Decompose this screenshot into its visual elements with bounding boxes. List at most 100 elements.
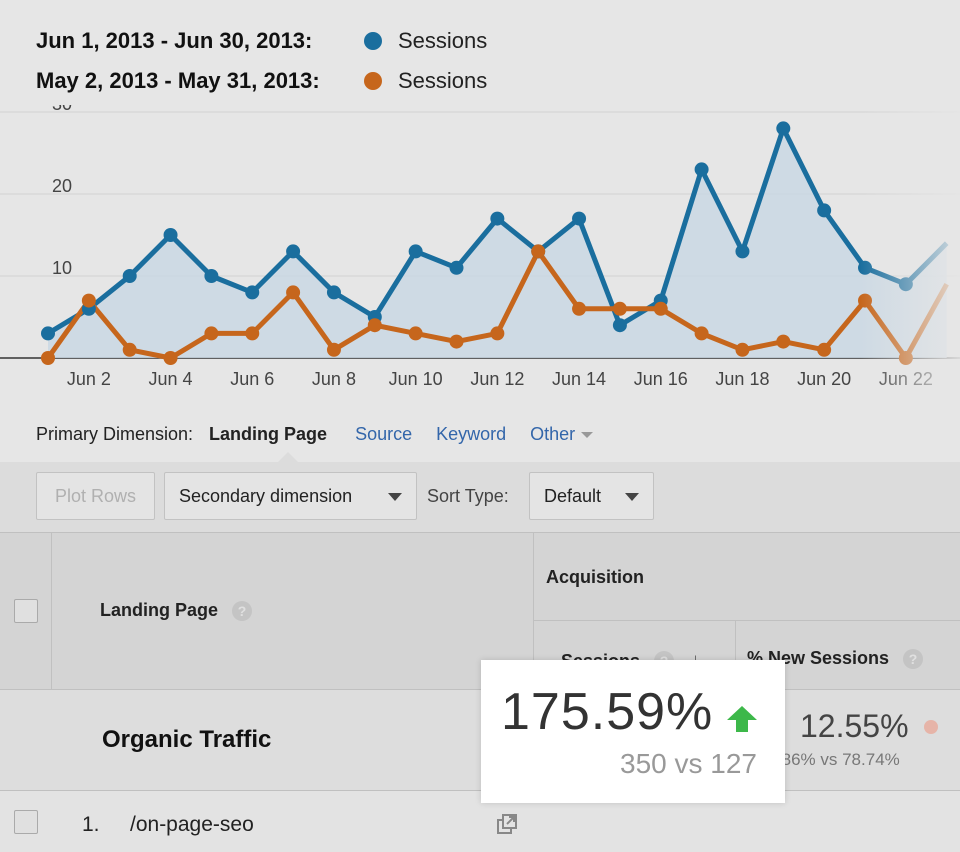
dimension-keyword-link[interactable]: Keyword — [436, 424, 507, 444]
data-point[interactable] — [204, 269, 219, 283]
legend-range: May 2, 2013 - May 31, 2013: — [36, 68, 320, 93]
sessions-line-chart: 30 20 10 Jun 2 Jun 4 Jun 6 Jun 8 Jun 10 Jun 12 J… — [0, 105, 960, 405]
sort-type-value: Default — [544, 485, 602, 506]
secondary-dimension-label: Secondary dimension — [179, 485, 353, 506]
primary-dimension-bar: Primary Dimension: Landing Page Source K… — [36, 424, 594, 445]
data-point[interactable] — [326, 285, 341, 300]
dimension-source-link[interactable]: Source — [355, 424, 413, 444]
x-tick-label: Jun 12 — [470, 369, 524, 389]
open-external-glyph — [497, 814, 517, 834]
data-point[interactable] — [817, 342, 832, 357]
data-point[interactable] — [41, 326, 55, 341]
data-point[interactable] — [408, 244, 423, 259]
data-point[interactable] — [735, 342, 750, 357]
table-toolbar: Plot Rows Secondary dimension Sort Type:… — [0, 462, 960, 532]
segment-row — [0, 690, 960, 790]
data-point[interactable] — [122, 269, 137, 283]
data-point[interactable] — [163, 351, 178, 365]
dimension-other-link[interactable]: Other — [530, 424, 594, 445]
acquisition-header: Acquisition — [546, 567, 644, 587]
plot-rows-button[interactable]: Plot Rows — [36, 472, 155, 520]
series-area — [48, 128, 947, 358]
data-point[interactable] — [653, 301, 668, 316]
secondary-dimension-dropdown[interactable]: Secondary dimension — [164, 472, 417, 520]
data-point[interactable] — [245, 285, 260, 300]
chevron-down-icon — [388, 493, 402, 501]
x-tick-label: Jun 6 — [230, 369, 274, 389]
legend-dot-orange — [364, 72, 382, 90]
sessions-compare: 350 vs 127 — [620, 748, 757, 779]
x-tick-label: Jun 18 — [715, 369, 769, 389]
new-sessions-summary: 12.55% 68.86% vs 78.74% — [736, 690, 960, 790]
data-point[interactable] — [326, 342, 341, 357]
table-header — [0, 532, 960, 690]
data-point[interactable] — [408, 326, 423, 341]
data-point[interactable] — [204, 326, 219, 341]
x-tick-label: Jun 16 — [634, 369, 688, 389]
data-point[interactable] — [776, 334, 791, 349]
data-point[interactable] — [735, 244, 750, 259]
divider — [0, 689, 960, 690]
data-point[interactable] — [490, 211, 505, 226]
data-point[interactable] — [817, 203, 832, 218]
x-tick-label: Jun 14 — [552, 369, 606, 389]
legend-dot-blue — [364, 32, 382, 50]
data-point[interactable] — [245, 326, 260, 341]
legend-series-name: Sessions — [398, 28, 488, 53]
x-tick-label: Jun 4 — [149, 369, 193, 389]
legend-range: Jun 1, 2013 - Jun 30, 2013: — [36, 28, 313, 53]
y-tick-label: 30 — [52, 105, 72, 114]
segment-label: Organic Traffic — [102, 726, 272, 753]
data-point[interactable] — [572, 301, 587, 316]
data-point[interactable] — [122, 342, 137, 357]
data-point[interactable] — [531, 244, 546, 259]
open-external-icon[interactable] — [496, 813, 518, 840]
data-point[interactable] — [449, 260, 464, 275]
data-point[interactable] — [776, 121, 791, 136]
data-point[interactable] — [286, 285, 301, 300]
data-point[interactable] — [41, 351, 55, 365]
primary-dimension-label: Primary Dimension: — [36, 424, 194, 444]
help-icon[interactable]: ? — [903, 648, 924, 669]
y-tick-label: 20 — [52, 176, 72, 196]
trend-down-icon — [924, 720, 938, 734]
chevron-down-icon — [581, 432, 594, 439]
legend-previous-period: May 2, 2013 - May 31, 2013: Sessions — [36, 68, 487, 94]
dimension-landing-page[interactable]: Landing Page — [209, 424, 328, 444]
data-point[interactable] — [612, 301, 627, 316]
new-sessions-pct: 12.55% — [800, 708, 909, 744]
chevron-down-icon — [625, 493, 639, 501]
data-point[interactable] — [694, 326, 709, 341]
data-point[interactable] — [81, 293, 96, 308]
x-tick-label: Jun 20 — [797, 369, 851, 389]
row-index: 1. — [82, 813, 100, 836]
table-row[interactable] — [0, 791, 960, 852]
data-point[interactable] — [367, 318, 382, 333]
row-checkbox[interactable] — [14, 810, 38, 834]
trend-up-icon — [727, 706, 757, 732]
other-label: Other — [530, 424, 576, 444]
sessions-change-callout: 175.59% 350 vs 127 — [481, 660, 785, 803]
sort-type-dropdown[interactable]: Default — [529, 472, 654, 520]
x-tick-label: Jun 10 — [389, 369, 443, 389]
data-point[interactable] — [612, 318, 627, 333]
row-page-link[interactable]: /on-page-seo — [130, 813, 254, 836]
data-point[interactable] — [163, 228, 178, 242]
divider — [0, 790, 960, 791]
sessions-change-pct: 175.59% — [501, 683, 714, 741]
landing-page-header-label: Landing Page — [100, 600, 219, 620]
data-point[interactable] — [449, 334, 464, 349]
data-point[interactable] — [490, 326, 505, 341]
x-tick-label: Jun 8 — [312, 369, 356, 389]
select-all-checkbox[interactable] — [14, 599, 38, 623]
y-tick-label: 10 — [52, 258, 72, 278]
x-tick-label: Jun 2 — [67, 369, 111, 389]
data-point[interactable] — [286, 244, 301, 259]
new-sessions-compare: 68.86% vs 78.74% — [758, 750, 900, 769]
landing-page-header[interactable]: Landing Page ? — [100, 600, 253, 621]
data-point[interactable] — [572, 211, 587, 226]
help-icon[interactable]: ? — [232, 600, 253, 621]
active-tab-indicator — [276, 452, 300, 464]
data-point[interactable] — [694, 162, 709, 177]
divider — [0, 532, 960, 533]
